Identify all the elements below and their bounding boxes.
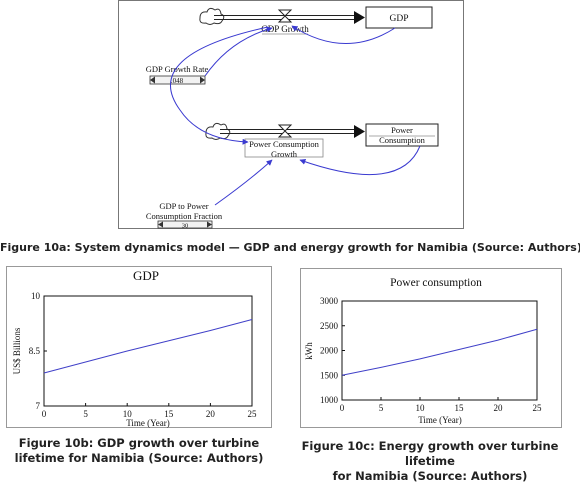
- power-stock-box: [365, 123, 439, 147]
- gdp-stock-box: [365, 6, 433, 29]
- power-x-tick-label: 20: [494, 403, 504, 413]
- gdp-chart-title: GDP: [133, 268, 159, 283]
- gdp-chart: GDP 0 5 10 15 20 25 7 8.5 10 US$ Billions Time (…: [12, 268, 258, 428]
- gdp-y-tick-label: 7: [36, 401, 41, 411]
- gdp-growth-rate-slider[interactable]: .048: [149, 75, 206, 85]
- figure-10c-caption-line1: Figure 10c: Energy growth over turbine l…: [301, 439, 559, 468]
- gdp-growth-rate-value: .048: [171, 77, 184, 85]
- figure-10c-caption-line2: for Namibia (Source: Authors): [332, 469, 528, 483]
- power-chart: Power consumption 0 5 10 15 20 25 1000 1500 2000…: [304, 277, 543, 425]
- gdp-x-tick-label: 5: [83, 409, 88, 419]
- power-growth-box: [244, 138, 324, 158]
- link-power-stock-to-power-growth: [299, 145, 421, 175]
- gdp-plot-area: [43, 295, 253, 407]
- power-x-tick-label: 0: [340, 403, 345, 413]
- gdp-chart-frame: [6, 266, 272, 428]
- gdp-flow-cloud-icon: [199, 7, 225, 25]
- gdp-y-tick-label: 8.5: [29, 346, 41, 356]
- power-stock-label-line1: Power: [391, 125, 413, 135]
- figure-10b-caption-line1: Figure 10b: GDP growth over turbine: [18, 436, 260, 450]
- power-chart-title: Power consumption: [390, 277, 482, 289]
- power-chart-frame: [300, 268, 562, 428]
- power-x-axis-label: Time (Year): [418, 415, 462, 425]
- power-y-tick-label: 3000: [320, 296, 339, 306]
- link-rate-to-gdp-growth: [204, 26, 273, 77]
- power-stock-label-line2: Consumption: [379, 135, 426, 145]
- fraction-slider[interactable]: 30: [157, 220, 213, 230]
- gdp-x-tick-label: 20: [206, 409, 216, 419]
- system-dynamics-diagram: GDP GDP Growth GDP Growth Rate .048 Powe…: [146, 6, 439, 230]
- power-y-tick-label: 1500: [320, 370, 339, 380]
- fraction-label-line1: GDP to Power: [159, 201, 208, 211]
- power-x-tick-label: 5: [379, 403, 384, 413]
- power-x-tick-label: 10: [416, 403, 426, 413]
- power-x-tick-label: 25: [533, 403, 543, 413]
- power-y-tick-label: 2500: [320, 321, 339, 331]
- system-dynamics-model-frame: [118, 0, 464, 229]
- power-y-tick-label: 2000: [320, 346, 339, 356]
- figure-10a-caption: Figure 10a: System dynamics model — GDP …: [0, 241, 580, 254]
- power-growth-label-line2: Growth: [271, 149, 298, 159]
- gdp-stock-label: GDP: [389, 14, 408, 24]
- gdp-growth-label: GDP Growth: [261, 24, 309, 34]
- power-y-tick-label: 1000: [320, 395, 339, 405]
- gdp-x-tick-label: 25: [248, 409, 258, 419]
- link-gdp-to-power-growth: [170, 26, 269, 145]
- gdp-y-axis-label: US$ Billions: [12, 327, 22, 374]
- gdp-x-tick-label: 15: [164, 409, 174, 419]
- power-y-axis-label: kWh: [304, 342, 314, 360]
- gdp-y-tick-label: 10: [31, 291, 41, 301]
- figure-10c-caption: Figure 10c: Energy growth over turbine l…: [282, 439, 578, 484]
- gdp-series-line: [43, 318, 253, 374]
- power-series-line: [341, 328, 538, 376]
- fraction-label-line2: Consumption Fraction: [146, 211, 223, 221]
- gdp-x-axis-label: Time (Year): [126, 418, 170, 428]
- link-gdp-stock-to-gdp-growth: [291, 25, 396, 44]
- power-flow-pipe: [220, 125, 365, 138]
- figure-10b-caption: Figure 10b: GDP growth over turbine life…: [8, 436, 270, 466]
- link-fraction-to-power-growth: [214, 159, 273, 206]
- gdp-growth-valve-icon: [277, 9, 293, 23]
- gdp-x-tick-label: 0: [42, 409, 47, 419]
- power-growth-label-line1: Power Consumption: [249, 139, 319, 149]
- power-growth-valve-icon: [277, 124, 293, 138]
- figure-10b-caption-line2: lifetime for Namibia (Source: Authors): [14, 451, 264, 465]
- gdp-growth-rate-label: GDP Growth Rate: [146, 64, 209, 74]
- power-x-tick-label: 15: [455, 403, 465, 413]
- gdp-x-tick-label: 10: [123, 409, 133, 419]
- fraction-value: 30: [182, 223, 189, 230]
- power-plot-area: [341, 300, 538, 401]
